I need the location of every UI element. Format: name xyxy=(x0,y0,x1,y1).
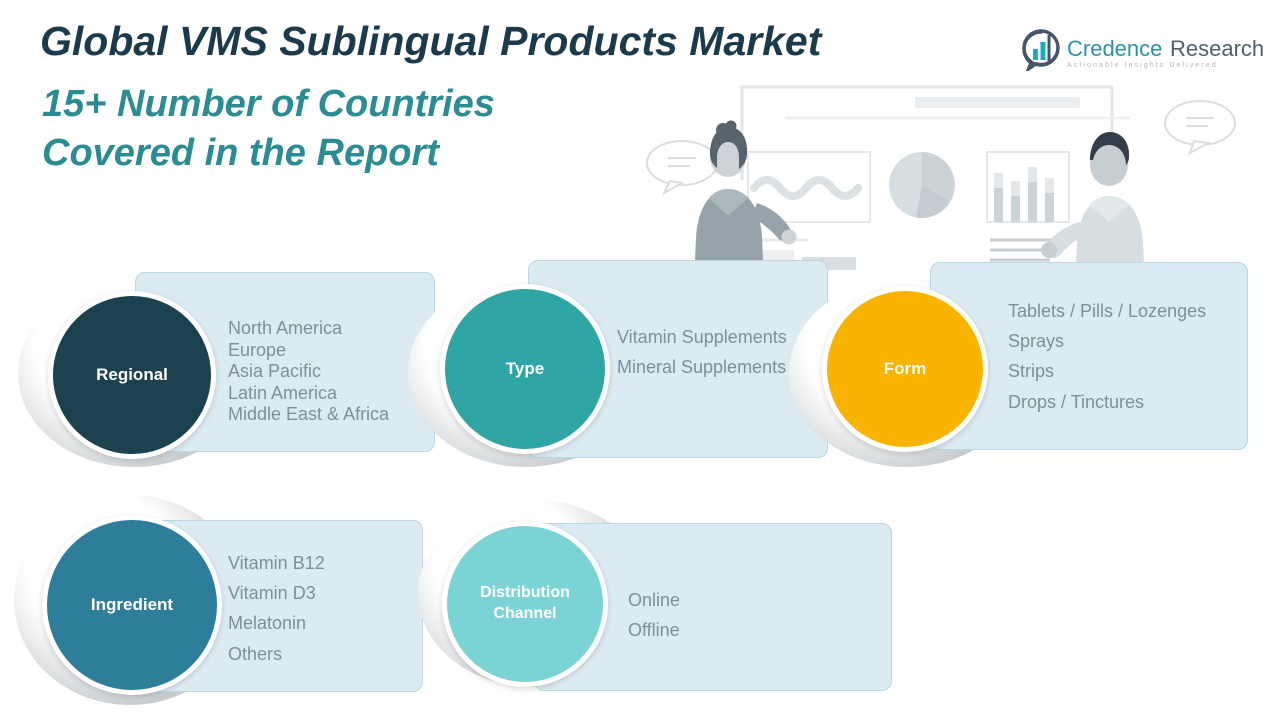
svg-text:Credence: Credence xyxy=(1067,36,1162,61)
svg-text:Actionable Insights Delivered: Actionable Insights Delivered xyxy=(1067,60,1218,69)
svg-text:Research: Research xyxy=(1170,36,1264,61)
